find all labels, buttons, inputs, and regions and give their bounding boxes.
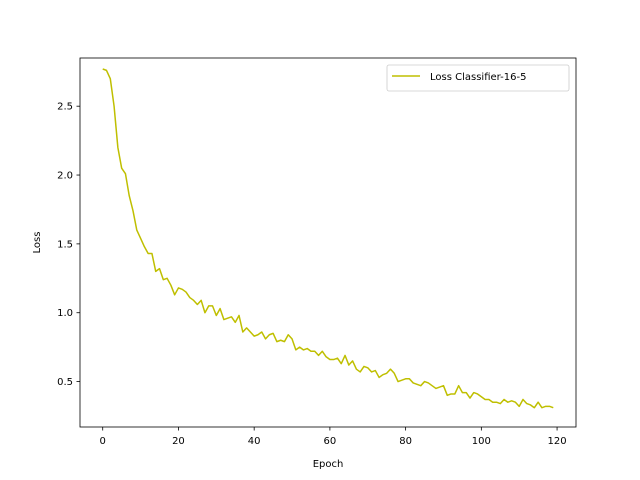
x-tick-label: 60: [324, 436, 337, 447]
x-tick-label: 120: [548, 436, 567, 447]
x-axis-ticks: 0 20 40 60 80 100 120: [100, 427, 567, 447]
x-tick-label: 40: [248, 436, 261, 447]
plot-area: [80, 58, 576, 427]
plot-frame: [79, 57, 577, 428]
x-tick-label: 20: [172, 436, 185, 447]
legend-box: [386, 64, 570, 92]
x-tick-label: 80: [399, 436, 412, 447]
y-axis-ticks: 0.5 1.0 1.5 2.0 2.5: [57, 102, 80, 388]
legend-label: Loss Classifier-16-5: [430, 72, 526, 83]
y-tick-label: 2.0: [57, 171, 73, 182]
x-tick-label: 0: [100, 436, 106, 447]
y-tick-label: 2.5: [57, 102, 73, 113]
legend: Loss Classifier-16-5: [386, 64, 570, 92]
x-axis-label: Epoch: [313, 459, 344, 470]
y-axis-label: Loss: [32, 232, 43, 254]
y-tick-label: 1.0: [57, 308, 73, 319]
y-tick-label: 0.5: [57, 377, 73, 388]
y-tick-label: 1.5: [57, 239, 73, 250]
series-line-loss: [102, 68, 554, 409]
x-tick-label: 100: [472, 436, 491, 447]
